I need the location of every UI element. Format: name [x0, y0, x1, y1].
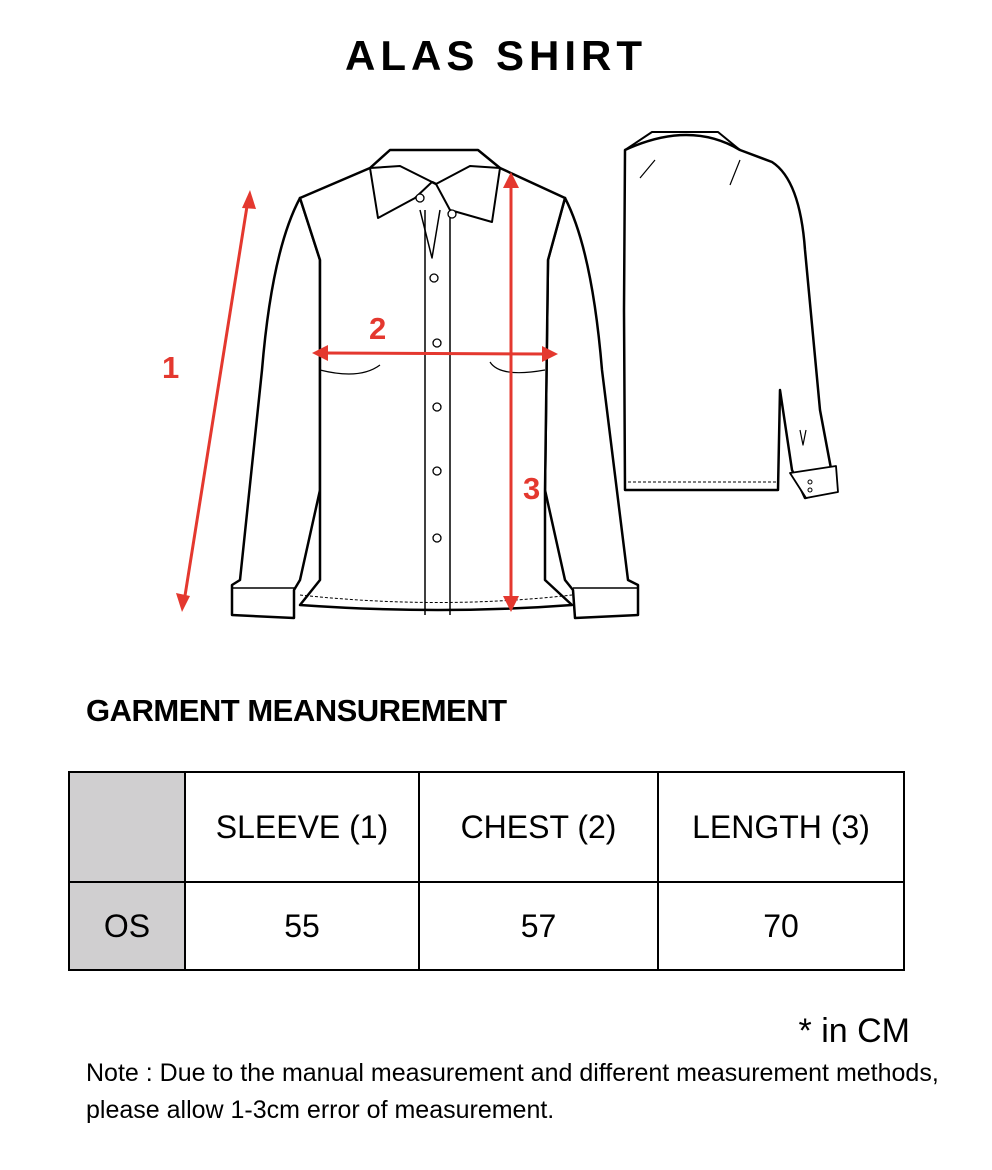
- sleeve-arrow: [176, 190, 256, 612]
- shirt-front-view: [230, 148, 640, 620]
- chest-label: 2: [369, 311, 387, 346]
- shirt-diagram: 1 2 3: [0, 110, 992, 650]
- measurement-note: Note : Due to the manual measurement and…: [86, 1059, 939, 1124]
- unit-note: * in CM: [798, 1012, 910, 1050]
- shirt-sketch: [176, 131, 839, 620]
- table-header-cell: CHEST (2): [418, 771, 659, 883]
- table-header-cell: LENGTH (3): [657, 771, 905, 883]
- table-cell: 55: [184, 881, 420, 971]
- table-header-cell: SLEEVE (1): [184, 771, 420, 883]
- section-title: GARMENT MEANSUREMENT: [86, 693, 507, 728]
- shirt-back-view: [622, 131, 839, 500]
- shirt-buttons: [415, 193, 457, 543]
- sleeve-label: 1: [162, 350, 180, 385]
- table-row: OS 55 57 70: [68, 881, 905, 971]
- page-title: ALAS SHIRT: [345, 32, 647, 79]
- length-arrow: [503, 172, 519, 612]
- table-cell: 70: [657, 881, 905, 971]
- chest-arrow: [312, 345, 558, 362]
- table-cell: 57: [418, 881, 659, 971]
- size-cell: OS: [68, 881, 186, 971]
- measurement-table: SLEEVE (1) CHEST (2) LENGTH (3) OS 55 57…: [68, 771, 905, 971]
- table-corner-cell: [68, 771, 186, 883]
- length-label: 3: [523, 471, 541, 506]
- table-header-row: SLEEVE (1) CHEST (2) LENGTH (3): [68, 771, 905, 883]
